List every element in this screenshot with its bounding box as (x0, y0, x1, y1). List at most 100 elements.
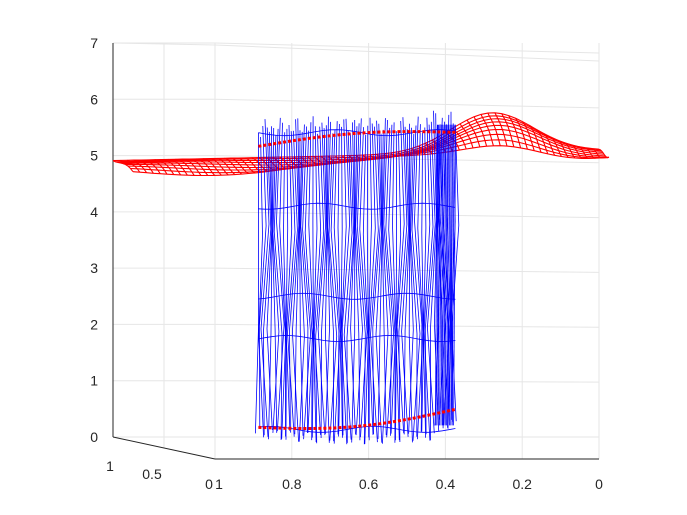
red-mesh-col (570, 144, 583, 159)
grid-back-walls (112, 42, 600, 459)
blue-mesh-line (346, 133, 355, 443)
blue-mesh-line (325, 116, 331, 434)
blue-mesh-line (268, 126, 273, 440)
blue-mesh-line (370, 126, 379, 443)
blue-mesh-edge (437, 124, 441, 426)
x-tick-label: 0.6 (359, 476, 379, 492)
red-mesh-col (189, 158, 209, 176)
blue-mesh-line (285, 128, 291, 432)
blue-mesh-line (313, 133, 322, 435)
blue-mesh-line (414, 116, 423, 432)
red-mesh-col (529, 125, 542, 153)
x-tick-label: 0 (595, 476, 603, 492)
blue-mesh-edge (447, 124, 451, 426)
red-mesh-col (543, 132, 556, 156)
blue-mesh-line (279, 122, 286, 437)
red-mesh-col (168, 158, 188, 176)
blue-mesh-line (302, 126, 312, 440)
blue-mesh-line (368, 123, 376, 441)
blue-mesh-line (273, 128, 283, 441)
blue-mesh-line (341, 118, 351, 436)
blue-mesh-line (304, 130, 313, 441)
blue-mesh-edge (436, 124, 440, 426)
blue-mesh-edge (446, 124, 449, 426)
blue-mesh-line (377, 133, 383, 440)
blue-mesh-line (307, 122, 314, 434)
z-gridline (113, 380, 600, 383)
blue-mesh-line (315, 126, 325, 444)
red-mesh-col (557, 139, 569, 158)
red-mesh-col (237, 157, 256, 174)
red-mesh-col (223, 157, 243, 175)
red-mesh-col (591, 148, 603, 159)
blue-mesh-line (368, 117, 374, 435)
red-mesh-col (133, 159, 154, 174)
blue-mesh-line (430, 110, 437, 441)
blue-mesh-line (272, 135, 280, 433)
blue-mesh-strand (258, 292, 456, 300)
blue-mesh-line (372, 120, 381, 435)
blue-mesh-line (328, 133, 338, 441)
blue-mesh-line (388, 124, 396, 443)
blue-mesh-line (355, 123, 363, 436)
blue-mesh-edge (442, 124, 445, 426)
red-mesh-col (564, 142, 576, 159)
blue-mesh-line (258, 125, 267, 429)
red-mesh-col (487, 112, 501, 146)
z-gridline (113, 98, 600, 109)
blue-mesh-line (395, 132, 402, 441)
red-mesh-col (494, 112, 508, 147)
blue-mesh-edge (444, 124, 448, 426)
blue-mesh-line (383, 119, 392, 436)
blue-mesh-line (359, 127, 368, 438)
red-mesh-col (508, 115, 522, 149)
red-mesh-row (112, 112, 600, 162)
blue-mesh-line (320, 128, 328, 439)
blue-mesh-edge (443, 124, 447, 426)
blue-mesh-edge (453, 124, 456, 426)
blue-mesh-line (287, 131, 296, 437)
blue-mesh-edge (450, 124, 454, 426)
blue-mesh-line (333, 121, 341, 444)
blue-mesh-line (382, 118, 389, 444)
red-mesh-col (147, 159, 168, 175)
blue-mesh-line (263, 127, 272, 436)
red-mesh-col (480, 114, 494, 146)
red-mesh-col (126, 159, 148, 174)
blue-mesh-line (411, 125, 421, 441)
axes (112, 43, 599, 460)
x-tick-label: 0.4 (436, 476, 456, 492)
blue-mesh-line (403, 129, 410, 435)
blue-mesh-line (276, 117, 285, 432)
red-mesh-col (203, 158, 222, 176)
blue-mesh-line (396, 120, 405, 434)
blue-mesh-line (298, 131, 305, 442)
blue-mesh-line (364, 125, 369, 445)
blue-mesh-line (424, 124, 434, 435)
red-mesh-col (473, 116, 488, 147)
red-mesh-col (196, 158, 216, 176)
red-mesh-col (501, 113, 515, 147)
blue-mesh-line (285, 124, 293, 440)
red-mesh-col (404, 149, 419, 156)
blue-mesh-strand (258, 335, 456, 342)
blue-mesh-line (311, 126, 318, 438)
blue-mesh-line (340, 119, 348, 445)
blue-mesh-line (260, 119, 270, 437)
red-mesh-col (550, 136, 562, 157)
blue-mesh-line (385, 127, 395, 438)
red-mesh-col (140, 159, 161, 175)
z-tick-label: 3 (90, 260, 98, 276)
x-tick-label: 0.2 (512, 476, 532, 492)
blue-mesh-line (417, 124, 424, 440)
blue-surface-mesh (255, 110, 460, 445)
red-mesh-col (536, 129, 549, 155)
z-tick-label: 1 (90, 373, 98, 389)
blue-mesh-line (390, 122, 397, 434)
blue-mesh-line (289, 130, 298, 433)
y-tick-label: 0.5 (142, 466, 162, 482)
blue-mesh-line (337, 123, 343, 438)
blue-mesh-line (330, 129, 340, 435)
blue-mesh-line (421, 127, 427, 432)
